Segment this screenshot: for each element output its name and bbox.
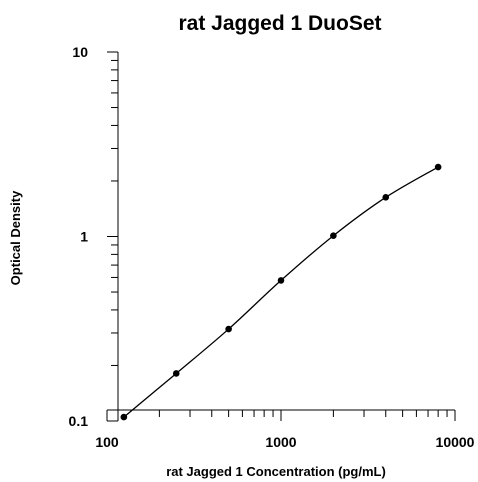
x-axis-label: rat Jagged 1 Concentration (pg/mL) — [166, 464, 386, 479]
x-tick-label: 10000 — [436, 434, 475, 450]
data-point — [225, 325, 232, 333]
chart-title: rat Jagged 1 DuoSet — [178, 12, 381, 35]
data-point — [330, 232, 337, 240]
data-points — [120, 163, 442, 421]
x-tick-label: 100 — [95, 434, 119, 450]
fit-curve — [123, 166, 439, 418]
data-point — [434, 163, 442, 171]
y-tick-label: 0.1 — [69, 413, 89, 429]
x-tick-label: 1000 — [265, 434, 296, 450]
y-axis — [107, 51, 119, 422]
data-point — [382, 194, 390, 201]
data-point — [120, 413, 128, 421]
data-point — [277, 277, 285, 284]
data-point — [172, 370, 180, 377]
y-axis-label: Optical Density — [8, 190, 23, 285]
x-axis — [106, 409, 456, 421]
y-tick-label: 1 — [80, 229, 88, 245]
y-tick-labels: 0.1 1 10 — [69, 44, 89, 429]
y-tick-label: 10 — [72, 44, 88, 60]
x-tick-labels: 100 1000 10000 — [95, 434, 474, 450]
